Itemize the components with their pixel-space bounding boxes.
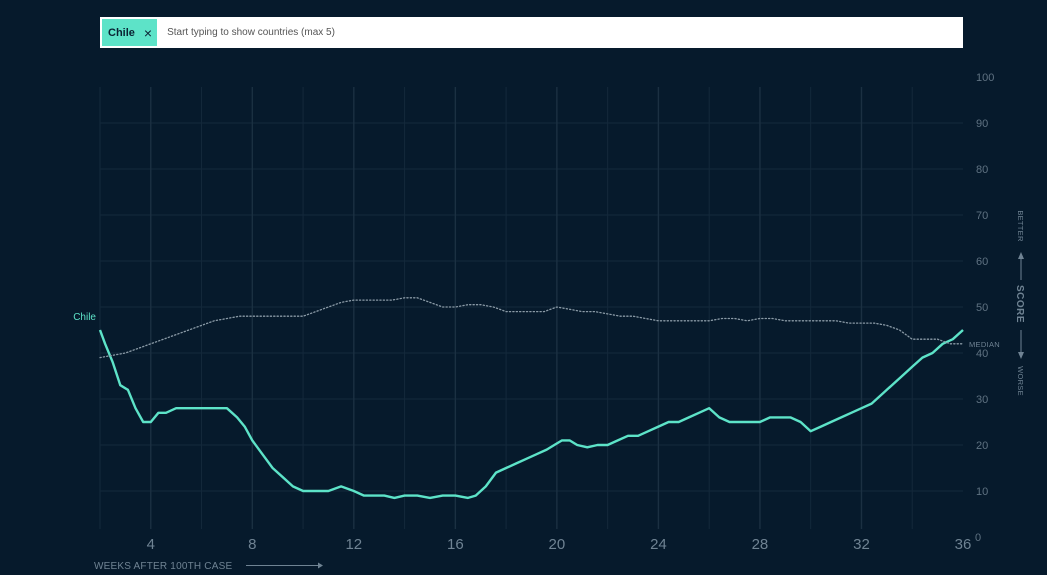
series-line-chile[interactable] <box>98 329 964 500</box>
median-line <box>99 297 964 359</box>
grid-lines <box>99 87 963 529</box>
y-tick-label: 50 <box>976 302 988 314</box>
x-tick-label: 36 <box>955 536 972 553</box>
down-arrow-icon <box>1018 352 1024 359</box>
y-tick-label: 20 <box>976 440 988 452</box>
y-tick-label: 70 <box>976 210 988 222</box>
worse-label: WORSE <box>1016 366 1025 396</box>
x-tick-label: 32 <box>853 536 870 553</box>
x-axis-title: WEEKS AFTER 100TH CASE <box>94 561 232 572</box>
median-label: MEDIAN <box>969 340 1000 349</box>
y-axis-title: SCORE <box>1014 285 1025 323</box>
country-chip-chile[interactable]: Chile × <box>102 19 158 46</box>
x-tick-label: 8 <box>248 536 256 553</box>
chart-annotations: Chile MEDIAN WEEKS AFTER 100TH CASE BETTER S… <box>73 210 1025 572</box>
x-tick-label: 20 <box>549 536 566 553</box>
x-tick-label: 12 <box>345 536 362 553</box>
series-label: Chile <box>73 312 96 323</box>
x-tick-label: 16 <box>447 536 464 553</box>
y-tick-label: 0 <box>975 532 981 544</box>
country-search-bar[interactable]: Chile × <box>100 17 963 48</box>
x-tick-label: 28 <box>752 536 769 553</box>
y-tick-label: 30 <box>976 394 988 406</box>
y-tick-label: 90 <box>976 118 988 130</box>
country-search-input[interactable] <box>165 18 963 47</box>
y-tick-label: 80 <box>976 164 988 176</box>
up-arrow-icon <box>1018 252 1024 259</box>
better-label: BETTER <box>1016 210 1025 242</box>
axis-labels: 0 10 20 30 40 50 60 70 80 90 100 4 8 12 16 20 24 28 32 36 <box>147 72 995 553</box>
x-axis-arrow-head <box>318 562 323 569</box>
close-icon[interactable]: × <box>143 24 153 41</box>
y-tick-label: 10 <box>976 486 988 498</box>
y-tick-label: 40 <box>976 348 988 360</box>
y-tick-label: 100 <box>976 72 994 84</box>
x-tick-label: 24 <box>650 536 667 553</box>
series-lines <box>98 297 964 500</box>
chip-label: Chile <box>108 26 135 39</box>
y-tick-label: 60 <box>976 256 988 268</box>
x-tick-label: 4 <box>147 536 155 553</box>
